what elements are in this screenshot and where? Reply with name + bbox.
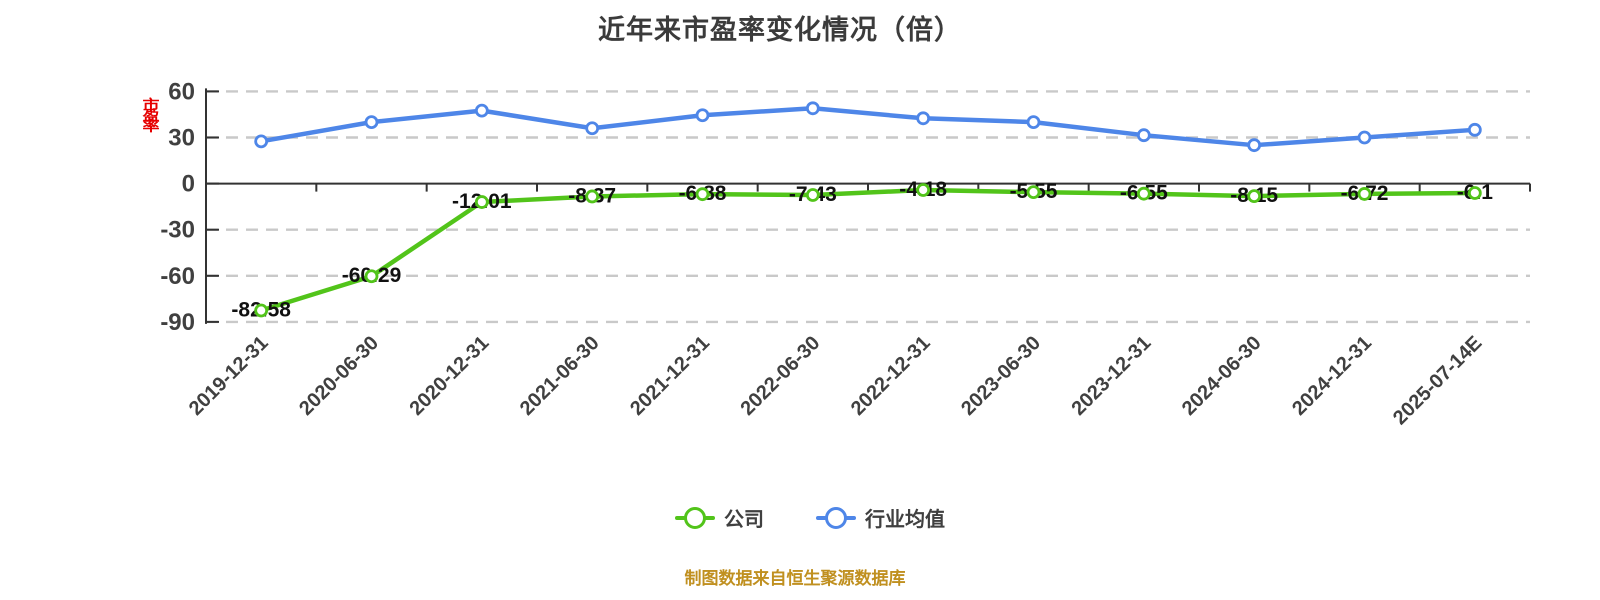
industry-point[interactable] <box>805 101 820 116</box>
x-axis-tick-label: 2020-06-30 <box>295 332 383 420</box>
x-axis-tick-label: 2023-06-30 <box>957 332 1045 420</box>
industry-point[interactable] <box>1026 115 1041 130</box>
company-value-labels: -82.58-60.29-12.01-8.37-6.88-7.43-4.18-5… <box>231 178 1493 321</box>
x-axis-tick-label: 2022-12-31 <box>847 332 935 420</box>
company-series-line <box>258 187 1478 313</box>
company-series-icon <box>675 506 715 530</box>
legend-item-industry[interactable]: 行业均值 <box>816 503 945 532</box>
y-axis-tick-label: -30 <box>160 217 195 244</box>
industry-point[interactable] <box>585 121 600 136</box>
x-axis-labels: 2019-12-31 2020-06-30 2020-12-31 2021-06-30… <box>185 332 1487 429</box>
chart-legend: 公司 行业均值 <box>0 503 1600 532</box>
industry-point-swatch <box>825 506 847 529</box>
industry-point[interactable] <box>695 108 710 123</box>
y-axis-title: 市盈率 <box>142 97 160 135</box>
company-point-swatch <box>684 506 706 529</box>
industry-point[interactable] <box>474 103 489 118</box>
y-axis: 60 30 0 -30 -60 -90 <box>160 78 219 336</box>
y-axis-tick-label: 60 <box>168 78 195 105</box>
x-axis-tick-label: 2019-12-31 <box>185 332 273 420</box>
industry-point[interactable] <box>916 111 931 126</box>
industry-point[interactable] <box>1357 130 1372 145</box>
industry-point[interactable] <box>1136 128 1151 143</box>
y-axis-tick-label: -90 <box>160 309 195 336</box>
company-point[interactable] <box>695 187 710 202</box>
industry-point[interactable] <box>1467 122 1482 137</box>
company-point[interactable] <box>474 195 489 209</box>
x-axis-tick-label: 2024-06-30 <box>1178 332 1266 420</box>
x-axis-tick-label: 2022-06-30 <box>736 332 824 420</box>
company-point[interactable] <box>254 303 269 318</box>
company-series-points <box>254 183 1482 318</box>
legend-item-company[interactable]: 公司 <box>675 503 764 532</box>
company-point[interactable] <box>364 269 379 284</box>
grid-lines <box>206 90 1530 324</box>
industry-point[interactable] <box>364 115 379 130</box>
x-axis-tick-label: 2020-12-31 <box>405 332 493 420</box>
y-axis-tick-label: -60 <box>160 263 195 290</box>
legend-label-industry: 行业均值 <box>865 509 945 531</box>
company-point[interactable] <box>1467 186 1482 200</box>
y-axis-tick-label: 0 <box>182 171 195 198</box>
industry-series-icon <box>816 506 856 530</box>
company-point[interactable] <box>1247 189 1262 204</box>
source-caption: 制图数据来自恒生聚源数据库 <box>684 569 906 588</box>
industry-point[interactable] <box>254 134 269 149</box>
industry-series-points <box>254 101 1482 153</box>
chart-title: 近年来市盈率变化情况（倍） <box>598 15 962 45</box>
x-axis-tick-label: 2021-06-30 <box>516 332 604 420</box>
industry-series-line <box>258 106 1478 148</box>
legend-label-company: 公司 <box>724 509 764 531</box>
company-point[interactable] <box>805 188 820 202</box>
company-point[interactable] <box>1136 186 1151 201</box>
x-axis-tick-label: 2023-12-31 <box>1067 332 1155 420</box>
x-axis-tick-label: 2021-12-31 <box>626 332 714 420</box>
company-point[interactable] <box>916 183 931 197</box>
y-axis-tick-label: 30 <box>168 124 195 151</box>
company-point[interactable] <box>1026 185 1041 200</box>
x-axis-tick-label: 2024-12-31 <box>1288 332 1376 420</box>
company-point[interactable] <box>1357 187 1372 201</box>
x-axis-tick-label: 2025-07-14E <box>1389 332 1486 429</box>
company-point[interactable] <box>585 189 600 204</box>
industry-point[interactable] <box>1247 138 1262 153</box>
